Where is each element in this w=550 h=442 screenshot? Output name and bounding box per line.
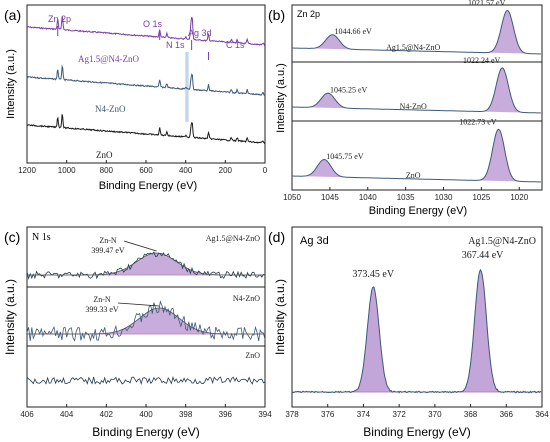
survey-series-line bbox=[26, 64, 266, 96]
panel-a-tick-label: 400 bbox=[179, 166, 193, 175]
zn2p-spectrum-line bbox=[292, 10, 541, 55]
ag3d-peak-label: 373.45 eV bbox=[352, 269, 394, 280]
zn2p-peak-label: 1044.66 eV bbox=[334, 27, 372, 36]
panel-a-ylabel: Intensity (a.u.) bbox=[5, 49, 17, 119]
panel-a-tick-label: 1200 bbox=[18, 166, 36, 175]
ag3d-sample-label: Ag1.5@N4-ZnO bbox=[468, 236, 536, 247]
panel-b-tick-label: 1050 bbox=[283, 193, 301, 202]
zn2p-spectrum-line bbox=[292, 67, 541, 114]
n1s-series-label: Ag1.5@N4-ZnO bbox=[206, 234, 260, 243]
panel-a-tick-label: 600 bbox=[139, 166, 153, 175]
panel-d-xlabel: Binding Energy (eV) bbox=[363, 425, 470, 439]
panel-b-tick-label: 1025 bbox=[472, 193, 490, 202]
panel-a-tick-label: 0 bbox=[263, 166, 268, 175]
ag3d-peak-fill bbox=[452, 269, 509, 393]
panel-c-title: N 1s bbox=[32, 232, 51, 243]
panel-d-tick-label: 376 bbox=[321, 410, 335, 419]
annot-n1s: N 1s bbox=[166, 40, 185, 50]
panel-b-tick-label: 1040 bbox=[359, 193, 377, 202]
panel-c-xlabel: Binding Energy (eV) bbox=[92, 425, 199, 439]
panel-b-plot: 1044.66 eV 1021.57 eV Ag1.5@N4-ZnO 1045.25 … bbox=[283, 0, 541, 202]
panel-b-xlabel: Binding Energy (eV) bbox=[369, 205, 467, 217]
annot-c1s: C 1s bbox=[226, 40, 245, 50]
zn2p-peak-fill bbox=[479, 67, 525, 113]
series-label-n4zno: N4-ZnO bbox=[95, 104, 126, 114]
zn2p-peak-fill bbox=[484, 10, 530, 54]
panel-d-plot: 373.45 eV 367.44 eV Ag1.5@N4-ZnO 378 376 374 3… bbox=[285, 236, 549, 419]
panel-b-title: Zn 2p bbox=[297, 9, 320, 19]
panel-b-ylabel: Intensity (a.u.) bbox=[275, 63, 287, 133]
series-label-zno: ZnO bbox=[96, 150, 113, 160]
panel-b-tick-label: 1020 bbox=[510, 193, 528, 202]
panel-b-tick-label: 1030 bbox=[435, 193, 453, 202]
panel-c-tick-label: 406 bbox=[20, 410, 34, 419]
zn2p-peak-label: 1022.73 eV bbox=[459, 117, 497, 126]
ag3d-peak-label: 367.44 eV bbox=[462, 250, 504, 261]
n1s-series-label: N4-ZnO bbox=[233, 294, 260, 303]
n1s-peak-label-top: Zn-N bbox=[99, 236, 117, 245]
panel-b-tick-label: 1035 bbox=[397, 193, 415, 202]
n1s-peak-pointer bbox=[123, 240, 157, 252]
panel-d-title: Ag 3d bbox=[300, 235, 329, 247]
panel-c-tick-label: 398 bbox=[179, 410, 193, 419]
panel-c-label: (c) bbox=[4, 229, 20, 245]
series-label-ag-full: Ag1.5@N4-ZnO bbox=[78, 54, 140, 64]
panel-d-tick-label: 368 bbox=[464, 410, 478, 419]
n1s-series-label: ZnO bbox=[245, 351, 260, 360]
panel-d-ylabel: Intensity (a.u.) bbox=[273, 279, 287, 355]
panel-c-tick-label: 402 bbox=[100, 410, 114, 419]
panel-d-tick-label: 378 bbox=[285, 410, 299, 419]
annot-ag3d: Ag 3d bbox=[188, 28, 212, 38]
panel-b-tick-label: 1045 bbox=[321, 193, 339, 202]
annot-zn2p: Zn 2p bbox=[48, 14, 71, 24]
panel-b-label: (b) bbox=[268, 7, 285, 23]
survey-series-line bbox=[26, 114, 266, 144]
zn2p-peak-label: 1045.25 eV bbox=[330, 85, 368, 94]
panel-d-frame bbox=[291, 226, 543, 408]
panel-d-tick-label: 370 bbox=[428, 410, 442, 419]
panel-d-tick-label: 366 bbox=[500, 410, 514, 419]
panel-d-label: (d) bbox=[268, 229, 285, 245]
n1s-highlight-band bbox=[185, 52, 189, 122]
panel-a-plot: 1200 1000 800 600 400 200 0 Ag1.5@N4-ZnO N4-ZnO Z… bbox=[18, 14, 268, 175]
zn2p-peak-label: 1045.75 eV bbox=[326, 152, 364, 161]
panel-d-tick-label: 372 bbox=[392, 410, 406, 419]
annot-o1s: O 1s bbox=[143, 19, 163, 29]
panel-c-tick-label: 404 bbox=[60, 410, 74, 419]
panel-a-tick-label: 1000 bbox=[58, 166, 76, 175]
zn2p-peak-label: 1021.57 eV bbox=[468, 0, 506, 7]
zn2p-peak-label: 1022.24 eV bbox=[463, 56, 501, 65]
n1s-peak-label-top: Zn-N bbox=[93, 295, 111, 304]
panel-a-tick-label: 800 bbox=[100, 166, 114, 175]
zn2p-spectrum-line bbox=[292, 128, 541, 183]
panel-d-tick-label: 374 bbox=[357, 410, 371, 419]
zn2p-series-label: ZnO bbox=[406, 171, 421, 180]
panel-d-tick-label: 364 bbox=[535, 410, 549, 419]
zn2p-series-label: Ag1.5@N4-ZnO bbox=[386, 43, 440, 52]
n1s-spectrum-line bbox=[26, 376, 266, 385]
n1s-fit-line bbox=[27, 307, 265, 335]
panel-c-tick-label: 394 bbox=[258, 410, 272, 419]
zn2p-peak-fill bbox=[301, 159, 347, 178]
n1s-peak-label-bottom: 399.33 eV bbox=[85, 305, 119, 314]
panel-c-ylabel: Intensity (a.u.) bbox=[3, 279, 17, 355]
n1s-spectrum-line bbox=[26, 300, 266, 342]
panel-c-tick-label: 400 bbox=[139, 410, 153, 419]
panel-a-xlabel: Binding Energy (eV) bbox=[99, 180, 197, 192]
zn2p-peak-fill bbox=[475, 129, 522, 182]
ag3d-peak-fill bbox=[344, 286, 402, 393]
panel-b-frame bbox=[291, 4, 543, 191]
n1s-peak-pointer bbox=[117, 302, 160, 307]
survey-series-line bbox=[26, 16, 266, 46]
n1s-peak-label-bottom: 399.47 eV bbox=[91, 246, 125, 255]
ag3d-spectrum-line bbox=[291, 268, 542, 394]
panel-a-label: (a) bbox=[4, 7, 21, 23]
n1s-fit-line bbox=[27, 252, 265, 276]
panel-c-tick-label: 396 bbox=[219, 410, 233, 419]
zn2p-series-label: N4-ZnO bbox=[400, 102, 427, 111]
panel-a-tick-label: 200 bbox=[219, 166, 233, 175]
